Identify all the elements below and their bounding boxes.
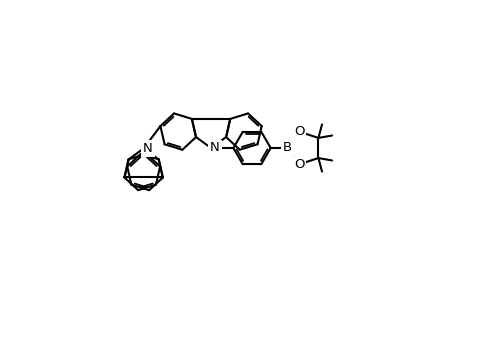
Text: O: O [294, 158, 304, 171]
Text: O: O [294, 125, 304, 138]
Text: N: N [143, 142, 152, 155]
Text: B: B [283, 141, 292, 154]
Text: N: N [210, 141, 220, 154]
